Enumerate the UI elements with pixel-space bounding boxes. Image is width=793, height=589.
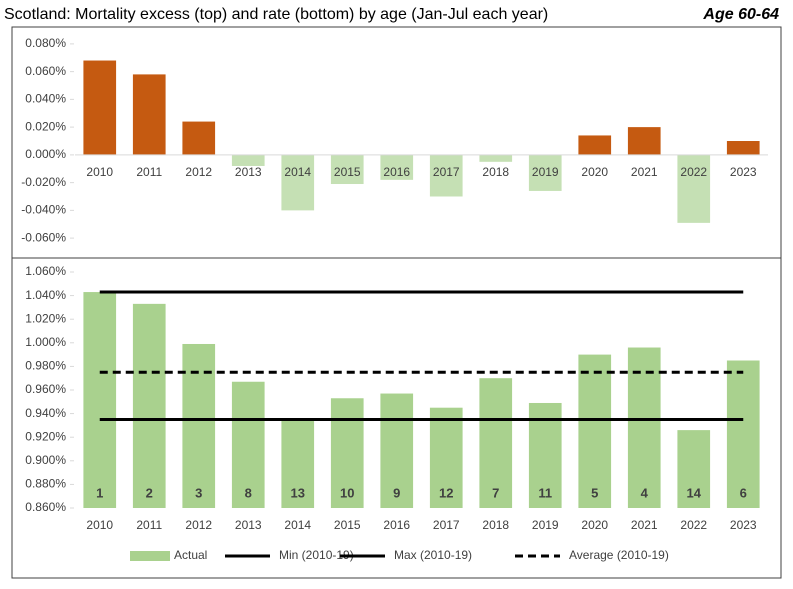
bar [281, 419, 315, 508]
y-tick-label: 0.920% [25, 429, 66, 443]
x-tick-label: 2022 [680, 165, 707, 179]
x-tick-label: 2023 [730, 165, 757, 179]
bar-label: 13 [291, 485, 305, 500]
bar-label: 11 [538, 485, 552, 500]
x-tick-label: 2010 [86, 165, 113, 179]
x-tick-label: 2023 [730, 518, 757, 532]
x-tick-label: 2018 [482, 165, 509, 179]
y-tick-label: -0.040% [21, 203, 66, 217]
bar-label: 3 [195, 485, 202, 500]
bar [726, 141, 760, 155]
x-tick-label: 2016 [383, 518, 410, 532]
x-tick-label: 2016 [383, 165, 410, 179]
bar-label: 7 [492, 485, 499, 500]
bar-label: 5 [591, 485, 598, 500]
bar-label: 9 [393, 485, 400, 500]
age-label: Age 60-64 [702, 6, 779, 23]
bar [83, 60, 117, 155]
x-tick-label: 2017 [433, 518, 460, 532]
bar-label: 2 [146, 485, 153, 500]
legend-swatch [130, 551, 170, 561]
x-tick-label: 2020 [581, 518, 608, 532]
bar-label: 14 [687, 485, 702, 500]
bar-label: 4 [641, 485, 649, 500]
bar [330, 154, 364, 185]
x-tick-label: 2020 [581, 165, 608, 179]
y-tick-label: -0.020% [21, 175, 66, 189]
x-tick-label: 2012 [185, 165, 212, 179]
y-tick-label: 0.040% [25, 92, 66, 106]
bar-label: 8 [245, 485, 252, 500]
y-tick-label: 0.020% [25, 119, 66, 133]
y-tick-label: 1.000% [25, 335, 66, 349]
y-tick-label: 0.940% [25, 406, 66, 420]
x-tick-label: 2017 [433, 165, 460, 179]
x-tick-label: 2015 [334, 165, 361, 179]
bar [231, 154, 265, 166]
bar [479, 154, 513, 162]
bar [330, 398, 364, 508]
x-tick-label: 2019 [532, 165, 559, 179]
bar [627, 347, 661, 508]
y-tick-label: 0.000% [25, 147, 66, 161]
bar [132, 303, 166, 508]
x-tick-label: 2010 [86, 518, 113, 532]
bar [83, 292, 117, 508]
bar [479, 378, 513, 508]
x-tick-label: 2015 [334, 518, 361, 532]
bar [182, 343, 216, 508]
legend-label: Min (2010-19) [279, 548, 354, 562]
bar [231, 381, 265, 508]
bar [380, 154, 414, 180]
bar-label: 10 [340, 485, 354, 500]
x-tick-label: 2021 [631, 165, 658, 179]
bar-label: 6 [740, 485, 747, 500]
x-tick-label: 2013 [235, 165, 262, 179]
bar-label: 1 [96, 485, 103, 500]
y-tick-label: 1.020% [25, 311, 66, 325]
bar [380, 393, 414, 508]
x-tick-label: 2014 [284, 518, 311, 532]
x-tick-label: 2011 [136, 518, 162, 532]
bar-label: 12 [439, 485, 453, 500]
y-tick-label: 1.040% [25, 288, 66, 302]
bar [429, 154, 463, 197]
x-tick-label: 2014 [284, 165, 311, 179]
title: Scotland: Mortality excess (top) and rat… [4, 6, 548, 23]
x-tick-label: 2013 [235, 518, 262, 532]
y-tick-label: 0.080% [25, 36, 66, 50]
y-tick-label: 0.860% [25, 500, 66, 514]
bar [578, 135, 612, 155]
bar [627, 127, 661, 155]
bar [677, 154, 711, 223]
bar [578, 354, 612, 508]
legend-label: Actual [174, 548, 207, 562]
y-tick-label: 0.900% [25, 453, 66, 467]
bar [132, 74, 166, 155]
bar [281, 154, 315, 211]
x-tick-label: 2011 [136, 165, 162, 179]
bar [677, 430, 711, 508]
y-tick-label: 0.060% [25, 64, 66, 78]
x-tick-label: 2022 [680, 518, 707, 532]
bar [429, 407, 463, 508]
y-tick-label: 0.880% [25, 477, 66, 491]
bar [726, 360, 760, 508]
legend-label: Average (2010-19) [569, 548, 669, 562]
y-tick-label: 0.980% [25, 359, 66, 373]
y-tick-label: 0.960% [25, 382, 66, 396]
legend-label: Max (2010-19) [394, 548, 472, 562]
frame [11, 26, 782, 579]
x-tick-label: 2012 [185, 518, 212, 532]
x-tick-label: 2018 [482, 518, 509, 532]
x-tick-label: 2021 [631, 518, 658, 532]
y-tick-label: 1.060% [25, 264, 66, 278]
y-tick-label: -0.060% [21, 230, 66, 244]
x-tick-label: 2019 [532, 518, 559, 532]
bar [182, 121, 216, 155]
bar [528, 154, 562, 191]
